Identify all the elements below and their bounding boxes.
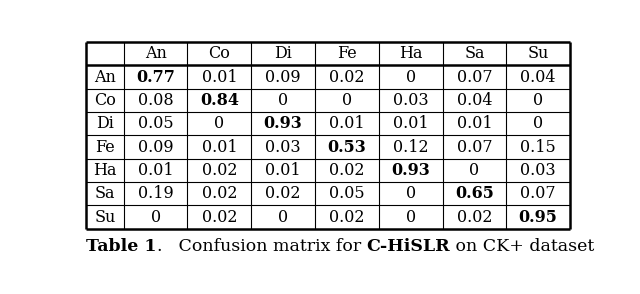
Text: 0.03: 0.03 — [393, 92, 428, 109]
Text: 0.05: 0.05 — [329, 185, 365, 202]
Text: 0.05: 0.05 — [138, 115, 173, 132]
Text: Co: Co — [94, 92, 116, 109]
Text: An: An — [94, 69, 116, 86]
Text: 0: 0 — [406, 69, 416, 86]
Text: on CK+ dataset: on CK+ dataset — [451, 238, 595, 255]
Text: 0.04: 0.04 — [457, 92, 492, 109]
Text: Di: Di — [274, 45, 292, 62]
Text: 0: 0 — [278, 209, 288, 226]
Text: 0.19: 0.19 — [138, 185, 173, 202]
Text: 0.93: 0.93 — [264, 115, 303, 132]
Text: 0: 0 — [406, 209, 416, 226]
Text: 0.02: 0.02 — [202, 185, 237, 202]
Text: .: . — [156, 238, 162, 255]
Text: 0.15: 0.15 — [520, 139, 556, 156]
Text: 0.01: 0.01 — [329, 115, 365, 132]
Text: 0.02: 0.02 — [266, 185, 301, 202]
Text: Su: Su — [94, 209, 115, 226]
Text: Ha: Ha — [93, 162, 116, 179]
Text: 0.01: 0.01 — [456, 115, 492, 132]
Text: 0.07: 0.07 — [520, 185, 556, 202]
Text: 0.01: 0.01 — [393, 115, 428, 132]
Text: An: An — [145, 45, 166, 62]
Text: 0: 0 — [342, 92, 352, 109]
Text: 0.01: 0.01 — [202, 139, 237, 156]
Text: 0.84: 0.84 — [200, 92, 239, 109]
Text: Ha: Ha — [399, 45, 422, 62]
Text: Fe: Fe — [337, 45, 356, 62]
Text: 0.53: 0.53 — [328, 139, 366, 156]
Text: 0: 0 — [406, 185, 416, 202]
Text: 0.07: 0.07 — [456, 139, 492, 156]
Text: Fe: Fe — [95, 139, 115, 156]
Text: Di: Di — [96, 115, 114, 132]
Text: 0.04: 0.04 — [520, 69, 556, 86]
Text: 0.01: 0.01 — [266, 162, 301, 179]
Text: 0.93: 0.93 — [391, 162, 430, 179]
Text: 0.07: 0.07 — [456, 69, 492, 86]
Text: 0.77: 0.77 — [136, 69, 175, 86]
Text: 0.02: 0.02 — [202, 209, 237, 226]
Text: 0.02: 0.02 — [329, 209, 365, 226]
Text: 0.02: 0.02 — [329, 162, 365, 179]
Text: Confusion matrix for: Confusion matrix for — [162, 238, 367, 255]
Text: Su: Su — [527, 45, 549, 62]
Text: 0.09: 0.09 — [138, 139, 173, 156]
Text: 0: 0 — [278, 92, 288, 109]
Text: Table 1: Table 1 — [86, 238, 156, 255]
Text: 0.95: 0.95 — [519, 209, 557, 226]
Text: 0.08: 0.08 — [138, 92, 173, 109]
Text: C-HiSLR: C-HiSLR — [367, 238, 451, 255]
Text: Co: Co — [209, 45, 230, 62]
Text: 0.03: 0.03 — [266, 139, 301, 156]
Text: Sa: Sa — [95, 185, 115, 202]
Text: 0.12: 0.12 — [393, 139, 428, 156]
Text: 0: 0 — [469, 162, 479, 179]
Text: 0.02: 0.02 — [457, 209, 492, 226]
Text: 0: 0 — [533, 92, 543, 109]
Text: 0.03: 0.03 — [520, 162, 556, 179]
Text: 0.09: 0.09 — [266, 69, 301, 86]
Text: 0.01: 0.01 — [138, 162, 173, 179]
Text: 0: 0 — [150, 209, 161, 226]
Text: 0: 0 — [533, 115, 543, 132]
Text: 0: 0 — [214, 115, 225, 132]
Text: 0.01: 0.01 — [202, 69, 237, 86]
Text: 0.02: 0.02 — [329, 69, 365, 86]
Text: 0.65: 0.65 — [455, 185, 494, 202]
Text: Sa: Sa — [464, 45, 484, 62]
Text: 0.02: 0.02 — [202, 162, 237, 179]
